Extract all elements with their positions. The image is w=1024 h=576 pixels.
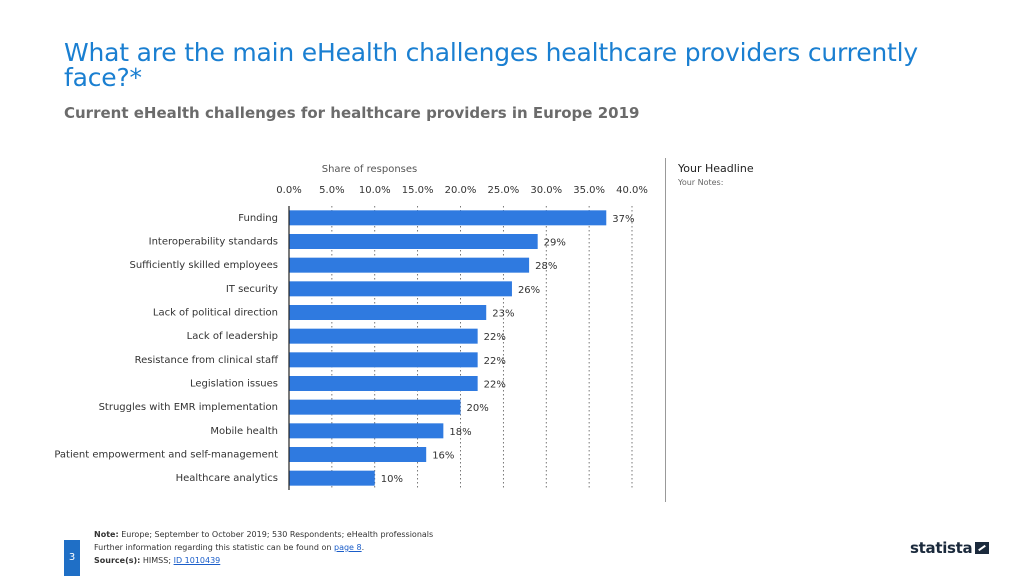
bar: [289, 328, 478, 344]
category-label: Resistance from clinical staff: [135, 355, 280, 366]
x-tick-label: 5.0%: [319, 185, 344, 196]
note-label: Note:: [94, 530, 119, 539]
further-info-text: Further information regarding this stati…: [94, 543, 332, 552]
page-number: 3: [64, 540, 80, 576]
data-label: 22%: [484, 332, 506, 343]
category-label: IT security: [226, 284, 278, 295]
data-label: 26%: [518, 285, 540, 296]
bar: [289, 376, 478, 391]
x-tick-label: 20.0%: [445, 185, 477, 196]
data-label: 37%: [612, 214, 634, 225]
data-label: 10%: [381, 474, 403, 485]
footer-notes: Note: Europe; September to October 2019;…: [94, 530, 434, 565]
statista-logo: statista: [910, 539, 990, 557]
data-label: 16%: [432, 451, 454, 462]
bar: [289, 352, 478, 368]
source-id-link[interactable]: ID 1010439: [173, 556, 221, 565]
data-label: 22%: [484, 356, 506, 367]
bar: [289, 234, 538, 249]
category-label: Legislation issues: [190, 379, 278, 390]
category-label: Patient empowerment and self-management: [54, 450, 278, 461]
data-label: 22%: [484, 380, 506, 391]
category-label: Struggles with EMR implementation: [99, 402, 278, 413]
category-label: Mobile health: [210, 426, 278, 437]
brand-name: statista: [910, 539, 973, 557]
note-text: Europe; September to October 2019; 530 R…: [121, 530, 434, 539]
bar: [289, 281, 512, 297]
sidebar-headline: Your Headline: [678, 162, 754, 175]
bar: [289, 470, 375, 486]
source-text: HIMSS;: [142, 556, 172, 565]
data-label: 23%: [492, 309, 514, 320]
x-tick-label: 15.0%: [402, 185, 434, 196]
bar: [289, 210, 607, 226]
category-label: Funding: [238, 213, 278, 224]
data-label: 28%: [535, 261, 557, 272]
page-title: What are the main eHealth challenges hea…: [64, 38, 918, 92]
category-label: Sufficiently skilled employees: [129, 260, 278, 271]
bar: [289, 305, 487, 320]
source-label: Source(s):: [94, 556, 141, 565]
x-tick-label: 0.0%: [276, 185, 301, 196]
category-label: Lack of political direction: [153, 308, 278, 319]
category-label: Interoperability standards: [149, 237, 278, 248]
page-link[interactable]: page 8: [333, 543, 362, 552]
x-tick-label: 35.0%: [573, 185, 605, 196]
data-label: 18%: [449, 427, 471, 438]
page-subtitle: Current eHealth challenges for healthcar…: [64, 104, 640, 122]
x-tick-label: 10.0%: [359, 185, 391, 196]
data-label: 20%: [467, 403, 489, 414]
category-label: Healthcare analytics: [176, 473, 278, 484]
category-label: Lack of leadership: [187, 331, 278, 342]
x-tick-label: 25.0%: [487, 185, 519, 196]
bar: [289, 423, 444, 439]
sidebar-divider: [665, 158, 666, 502]
bar: [289, 399, 461, 415]
data-label: 29%: [544, 238, 566, 249]
sidebar-notes: Your Notes:: [678, 178, 724, 187]
x-tick-label: 30.0%: [530, 185, 562, 196]
x-tick-label: 40.0%: [616, 185, 648, 196]
bar: [289, 257, 530, 273]
x-axis-title: Share of responses: [322, 164, 417, 175]
statista-logo-icon: [975, 542, 990, 554]
bar: [289, 447, 427, 462]
